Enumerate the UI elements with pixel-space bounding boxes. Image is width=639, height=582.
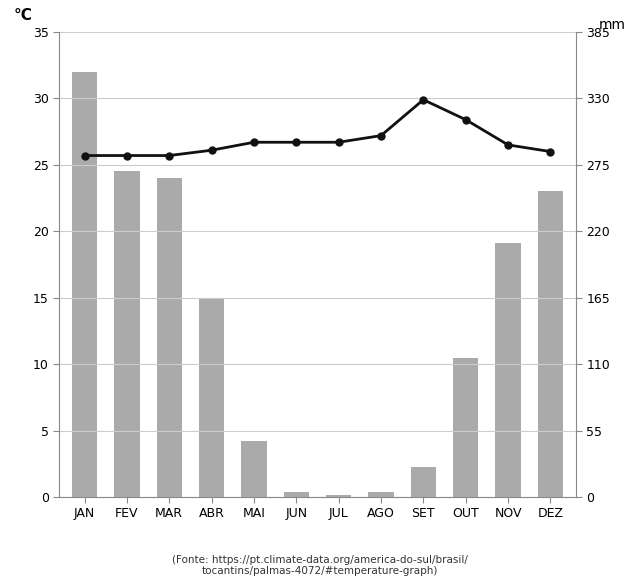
Bar — [114, 171, 139, 497]
Y-axis label: °C: °C — [13, 8, 33, 23]
Bar — [411, 467, 436, 497]
Bar — [495, 243, 521, 497]
Bar — [368, 492, 394, 497]
Y-axis label: mm: mm — [599, 18, 626, 32]
Bar — [157, 178, 182, 497]
Bar — [326, 495, 351, 497]
Bar — [537, 191, 563, 497]
Bar — [72, 72, 97, 497]
Bar — [242, 442, 266, 497]
Bar — [199, 298, 224, 497]
Text: (Fonte: https://pt.climate-data.org/america-do-sul/brasil/
tocantins/palmas-4072: (Fonte: https://pt.climate-data.org/amer… — [171, 555, 468, 576]
Bar — [453, 358, 479, 497]
Bar — [284, 492, 309, 497]
